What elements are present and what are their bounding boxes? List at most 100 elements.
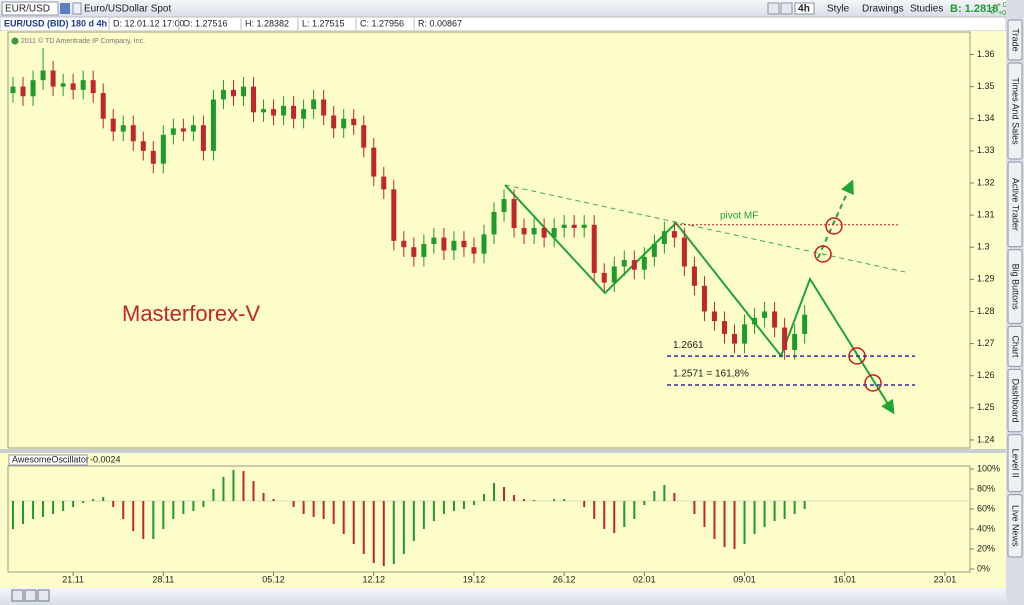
side-tab-label[interactable]: Chart <box>1011 335 1021 358</box>
zoom-button[interactable] <box>24 589 37 602</box>
candle-body <box>230 89 236 97</box>
y-tick-label: 1.27 <box>977 338 995 348</box>
candle-body <box>411 247 417 257</box>
info-cell: D: 12.01.12 17:00 <box>113 18 185 28</box>
candle-body <box>190 125 196 132</box>
info-cell: C: 1.27956 <box>360 18 404 28</box>
y-tick-label: 60% <box>977 503 995 513</box>
bid-pip: 3 <box>990 5 995 15</box>
x-tick-label: 19.12 <box>463 574 486 584</box>
candle-body <box>752 317 758 325</box>
toolbar-button[interactable]: Drawings <box>862 4 904 15</box>
candle-body <box>90 80 96 94</box>
y-tick-label: 1.36 <box>977 49 995 59</box>
oscillator-panel <box>0 453 1006 588</box>
toolbar-button[interactable]: Style <box>827 4 850 15</box>
candle-body <box>391 189 397 241</box>
y-tick-label: 1.32 <box>977 177 995 187</box>
side-tab[interactable] <box>1007 249 1023 324</box>
candle-body <box>491 211 497 235</box>
side-tab-label[interactable]: Live News <box>1011 505 1021 547</box>
candle-body <box>401 240 407 248</box>
candle-body <box>271 109 277 116</box>
side-tab[interactable] <box>1007 494 1023 558</box>
side-tab-label[interactable]: Active Trader <box>1011 178 1021 231</box>
y-tick-label: 1.35 <box>977 81 995 91</box>
candle-body <box>301 109 307 119</box>
y-tick-label: 1.34 <box>977 113 995 123</box>
candle-body <box>571 224 577 228</box>
y-tick-label: 1.31 <box>977 209 995 219</box>
y-tick-label: 1.25 <box>977 402 995 412</box>
candle-body <box>281 105 287 116</box>
candle-body <box>601 272 607 283</box>
candle-body <box>581 224 587 228</box>
candle-body <box>641 256 647 270</box>
candle-body <box>772 311 778 328</box>
side-tab-label[interactable]: Level II <box>1011 449 1021 478</box>
candle-body <box>130 125 136 142</box>
candle-body <box>461 240 467 248</box>
tool-button[interactable] <box>767 2 780 15</box>
study-name[interactable]: AwesomeOscillator <box>12 454 89 464</box>
x-tick-label: 02.01 <box>633 574 656 584</box>
candle-body <box>742 324 748 344</box>
symbol-menu[interactable] <box>60 3 70 14</box>
candle-body <box>521 227 527 235</box>
candle-body <box>40 70 46 81</box>
info-cell: R: 0.00867 <box>418 18 462 28</box>
timeframe-box[interactable] <box>794 2 815 15</box>
candle-body <box>481 234 487 254</box>
candle-body <box>60 83 66 87</box>
x-tick-label: 26.12 <box>553 574 576 584</box>
study-box[interactable] <box>8 454 88 466</box>
candle-body <box>200 125 206 151</box>
side-tab[interactable] <box>1007 368 1023 433</box>
zigzag <box>504 184 895 415</box>
side-tab-label[interactable]: Big Buttons <box>1011 264 1021 311</box>
tool-button[interactable] <box>780 2 793 15</box>
side-tab[interactable] <box>1007 325 1023 367</box>
y-tick-label: 0% <box>977 563 990 573</box>
x-tick-label: 23.01 <box>934 574 957 584</box>
zoom-button[interactable] <box>37 589 50 602</box>
divider <box>0 449 1006 453</box>
candle-body <box>220 89 226 100</box>
candle-body <box>140 141 146 151</box>
y-tick-label: 100% <box>977 463 1000 473</box>
candle-body <box>661 231 667 245</box>
candle-body <box>792 333 798 351</box>
candle-body <box>80 80 86 90</box>
side-tab[interactable] <box>1007 434 1023 493</box>
candle-body <box>261 109 267 113</box>
y-tick-label: 1.26 <box>977 370 995 380</box>
side-tab[interactable] <box>1007 161 1023 248</box>
candle-body <box>30 80 36 97</box>
zoom-button[interactable] <box>11 589 24 602</box>
info-cell: O: 1.27516 <box>183 18 228 28</box>
y-tick-label: 1.28 <box>977 306 995 316</box>
candle-body <box>251 86 257 113</box>
y-tick-label: 20% <box>977 543 995 553</box>
y-tick-label: 80% <box>977 483 995 493</box>
candle-body <box>381 176 387 190</box>
side-tab-label[interactable]: Dashboard <box>1011 379 1021 423</box>
candle-body <box>501 199 507 212</box>
candle-body <box>70 83 76 90</box>
toolbar-button[interactable]: Studies <box>910 4 943 15</box>
timeframe[interactable]: 4h <box>798 4 810 15</box>
candle-body <box>321 99 327 116</box>
x-tick-label: 16.01 <box>833 574 856 584</box>
side-tab-label[interactable]: Trade <box>1011 28 1021 51</box>
side-tab-label[interactable]: Times And Sales <box>1011 77 1021 145</box>
candle-body <box>10 86 16 94</box>
info-cell: H: 1.28382 <box>245 18 289 28</box>
candle-body <box>361 125 367 148</box>
side-tab[interactable] <box>1007 62 1023 160</box>
symbol[interactable]: EUR/USD <box>5 4 50 15</box>
side-tab[interactable] <box>1007 19 1023 61</box>
symbol-box[interactable] <box>1 1 59 16</box>
candle-body <box>351 118 357 126</box>
bottom-bar <box>0 588 1006 605</box>
candle-body <box>471 247 477 254</box>
